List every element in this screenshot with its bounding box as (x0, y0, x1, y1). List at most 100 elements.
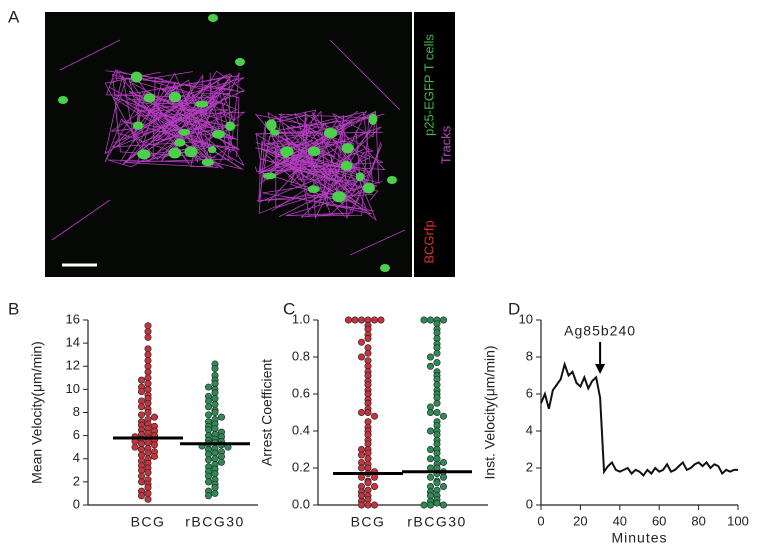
y-tick-label: 0 (73, 496, 80, 511)
track (267, 111, 356, 173)
data-point (364, 501, 372, 509)
data-point (144, 356, 152, 364)
t-cell (184, 146, 198, 158)
data-point (420, 501, 428, 509)
data-point (205, 426, 213, 434)
data-point (138, 472, 146, 480)
x-tick-label: rBCG30 (407, 514, 467, 530)
t-cell (280, 146, 294, 157)
t-cell (262, 172, 277, 180)
track (206, 80, 235, 162)
data-point (370, 316, 378, 324)
data-point (211, 489, 219, 497)
t-cell (355, 172, 365, 182)
data-point (426, 427, 434, 435)
data-point (138, 492, 146, 500)
track (271, 113, 382, 212)
data-point (433, 499, 441, 507)
data-point (357, 353, 365, 361)
t-cell (323, 127, 338, 139)
data-point (218, 413, 226, 421)
channel-label: Tracks (438, 125, 453, 164)
data-point (439, 473, 447, 481)
track (205, 72, 240, 162)
data-point (205, 403, 213, 411)
track (265, 111, 376, 179)
data-point (138, 403, 146, 411)
track (255, 131, 383, 204)
y-axis-title: Mean Velocity(μm/min) (29, 341, 45, 484)
track (329, 39, 401, 111)
data-point (211, 389, 219, 397)
data-point (426, 501, 434, 509)
t-cell (307, 146, 321, 157)
panel-letter: B (8, 299, 19, 318)
data-point (144, 322, 152, 330)
t-cell (235, 58, 245, 66)
t-cell (380, 264, 390, 272)
panel-letter: A (8, 7, 20, 26)
t-cell (132, 121, 144, 130)
t-cell (387, 176, 397, 184)
y-tick-label: 1.0 (292, 311, 310, 326)
data-point (205, 383, 213, 391)
data-point (211, 380, 219, 388)
y-tick-label: 2 (73, 473, 80, 488)
y-tick-label: 8 (526, 348, 533, 363)
data-point (138, 376, 146, 384)
t-cell (201, 158, 214, 167)
y-tick-label: 6 (526, 385, 533, 400)
t-cell (340, 160, 353, 172)
data-point (364, 479, 372, 487)
data-point (439, 501, 447, 509)
x-tick-label: BCG (351, 514, 386, 530)
data-point (144, 333, 152, 341)
y-axis-title: Arrest Coefficient (259, 359, 275, 466)
y-tick-label: 0.6 (292, 385, 310, 400)
t-cell (225, 121, 236, 131)
data-point (426, 455, 434, 463)
data-point (439, 458, 447, 466)
data-point (144, 380, 152, 388)
x-tick-label: 0 (537, 513, 544, 528)
data-point (144, 495, 152, 503)
data-point (151, 413, 159, 421)
data-point (357, 464, 365, 472)
data-point (205, 411, 213, 419)
x-tick-label: 20 (573, 513, 587, 528)
track (124, 72, 240, 157)
data-point (211, 400, 219, 408)
data-point (211, 365, 219, 373)
x-tick-label: 40 (613, 513, 627, 528)
data-point (144, 351, 152, 359)
track (115, 75, 239, 166)
data-point (364, 408, 372, 416)
data-point (439, 482, 447, 490)
data-point (426, 408, 434, 416)
data-point (433, 359, 441, 367)
data-point (364, 349, 372, 357)
data-point (211, 484, 219, 492)
data-point (211, 395, 219, 403)
t-cell (168, 91, 182, 103)
data-point (144, 489, 152, 497)
data-point (144, 399, 152, 407)
data-point (433, 399, 441, 407)
y-tick-label: 4 (73, 450, 80, 465)
data-point (344, 316, 352, 324)
data-point (433, 479, 441, 487)
t-cell (137, 149, 151, 160)
y-tick-label: 14 (66, 335, 80, 350)
y-tick-label: 6 (73, 427, 80, 442)
y-axis-title: Inst. Velocity(μm/min) (482, 345, 498, 479)
channel-label: p25-EGFP T cells (421, 34, 436, 136)
data-point (211, 470, 219, 478)
data-point (138, 411, 146, 419)
data-point (370, 412, 378, 420)
track (275, 140, 372, 217)
data-point (351, 316, 359, 324)
t-cell (130, 71, 143, 83)
t-cell (178, 128, 190, 136)
data-point (144, 449, 152, 457)
track (285, 115, 378, 186)
